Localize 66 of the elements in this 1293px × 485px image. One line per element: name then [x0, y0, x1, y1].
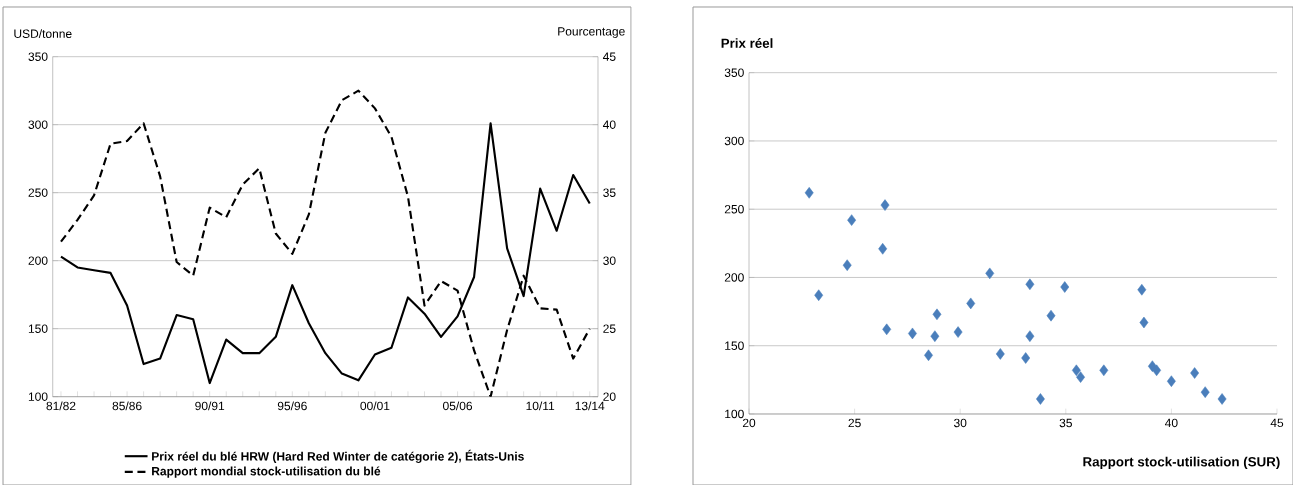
point: [1137, 283, 1147, 296]
y-tick-label: 100: [725, 409, 744, 419]
x-tick-label: 45: [1270, 418, 1284, 428]
x-tick-label: 05/06: [442, 401, 473, 411]
x-tick-label: 90/91: [195, 401, 225, 411]
point: [953, 326, 963, 338]
point: [814, 289, 824, 301]
x-tick-label: 81/82: [46, 401, 76, 411]
point: [1190, 367, 1200, 379]
point: [1060, 281, 1070, 293]
y2-tick-label: 35: [603, 188, 616, 197]
y-tick-label: 300: [724, 136, 744, 146]
point: [966, 297, 976, 310]
x-tick-label: 95/96: [277, 401, 307, 411]
x-tick-label: 10/11: [526, 401, 555, 411]
y-tick-label: 350: [724, 68, 744, 77]
point: [847, 214, 857, 226]
y-tick-label: 350: [28, 52, 48, 61]
x-tick-label: 30: [953, 418, 967, 428]
point: [880, 199, 890, 211]
point: [804, 187, 814, 199]
point: [1036, 393, 1045, 405]
y-tick-label: 150: [28, 324, 48, 333]
point: [1099, 364, 1109, 377]
point: [1076, 371, 1085, 383]
legend-label: Prix réel du blé HRW (Hard Red Winter de catégorie 2), États-Unis: [152, 449, 524, 464]
x-tick-label: 85/86: [112, 401, 142, 411]
y-tick-label: 250: [724, 204, 744, 214]
y2-axis-title: Pourcentage: [558, 27, 625, 38]
y-tick-label: 200: [28, 256, 48, 265]
y2-tick-label: 40: [602, 120, 616, 129]
x-tick-label: 00/01: [360, 401, 390, 411]
point: [842, 259, 852, 271]
point: [1046, 309, 1056, 322]
x-tick-label: 20: [742, 418, 756, 428]
point: [1021, 352, 1031, 364]
x-tick-label: 25: [848, 418, 861, 428]
y2-tick-label: 30: [603, 256, 616, 265]
point: [932, 308, 942, 321]
point: [1200, 386, 1210, 398]
point: [995, 348, 1005, 360]
x-tick-label: 35: [1059, 418, 1072, 428]
x-tick-label: 13/14: [575, 401, 605, 411]
legend-label: Rapport mondial stock-utilisation du blé: [152, 466, 381, 478]
x-tick-label: 40: [1165, 418, 1178, 428]
y-tick-label: 300: [28, 120, 48, 129]
point: [1167, 375, 1176, 387]
y-tick-label: 250: [28, 188, 48, 197]
y2-tick-label: 45: [602, 52, 616, 61]
y-axis-title: Prix réel: [721, 38, 773, 48]
y2-tick-label: 20: [603, 392, 616, 401]
point: [1139, 316, 1149, 329]
y2-tick-label: 25: [603, 324, 616, 333]
point: [882, 323, 892, 336]
point: [1025, 330, 1035, 342]
point: [1071, 364, 1081, 377]
y-tick-label: 100: [28, 392, 48, 401]
x-axis-title: Rapport stock-utilisation (SUR): [1083, 456, 1280, 470]
point: [1217, 393, 1227, 405]
point: [1025, 278, 1035, 291]
point: [985, 267, 995, 280]
y-tick-label: 150: [725, 341, 744, 350]
y-axis-title: USD/tonne: [14, 29, 72, 38]
point: [930, 330, 940, 342]
point: [878, 243, 888, 255]
y-tick-label: 200: [724, 273, 744, 282]
